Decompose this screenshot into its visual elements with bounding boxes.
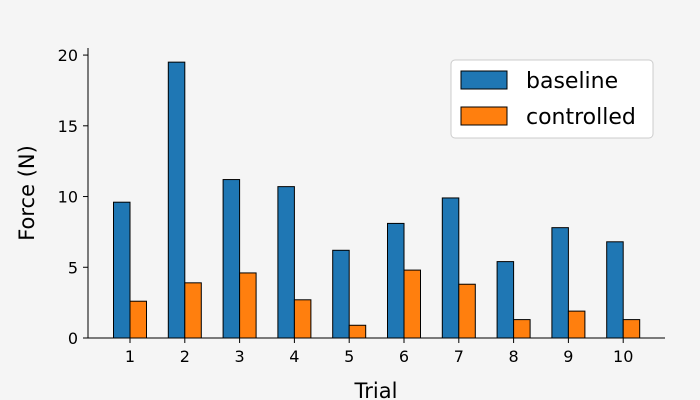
- x-tick-label-8: 8: [509, 347, 519, 366]
- x-tick-label-4: 4: [289, 347, 299, 366]
- legend-label-controlled: controlled: [526, 105, 636, 130]
- bar-baseline-5: [332, 249, 350, 339]
- x-tick-label-6: 6: [399, 347, 409, 366]
- bar-controlled-7: [458, 283, 476, 339]
- x-tick-label-10: 10: [613, 347, 633, 366]
- x-ticks-group: 1 2 3 4 5 6 7 8 9 10: [125, 338, 633, 366]
- y-tick-label-0: 0: [68, 329, 78, 348]
- x-tick-label-2: 2: [180, 347, 190, 366]
- x-tick-label-5: 5: [344, 347, 354, 366]
- y-tick-label-10: 10: [58, 188, 78, 207]
- bar-controlled-8: [513, 319, 531, 339]
- legend-swatch-baseline: [460, 70, 508, 90]
- bar-controlled-10: [622, 319, 641, 339]
- bar-controlled-4: [293, 299, 312, 339]
- bar-baseline-1: [113, 201, 131, 339]
- x-tick-label-3: 3: [235, 347, 245, 366]
- bar-baseline-8: [496, 261, 515, 339]
- bar-controlled-5: [348, 324, 367, 339]
- y-tick-label-15: 15: [58, 117, 78, 136]
- bars-group: [113, 61, 641, 339]
- bar-baseline-4: [277, 186, 295, 339]
- x-tick-label-9: 9: [563, 347, 573, 366]
- legend-label-baseline: baseline: [526, 69, 618, 94]
- bar-baseline-9: [551, 227, 569, 339]
- bar-baseline-3: [222, 179, 241, 339]
- legend: baseline controlled: [450, 59, 654, 139]
- bar-controlled-3: [239, 272, 257, 339]
- x-tick-label-1: 1: [125, 347, 135, 366]
- x-axis-label: Trial: [354, 379, 398, 400]
- bar-controlled-2: [184, 282, 202, 339]
- bar-baseline-6: [387, 222, 405, 339]
- bar-controlled-6: [403, 269, 421, 339]
- bar-baseline-10: [606, 241, 624, 339]
- x-tick-label-7: 7: [454, 347, 464, 366]
- bar-controlled-9: [567, 310, 586, 339]
- legend-swatch-controlled: [460, 106, 508, 126]
- y-axis-label: Force (N): [15, 145, 39, 241]
- bar-baseline-2: [167, 61, 186, 339]
- y-tick-label-5: 5: [68, 258, 78, 277]
- bar-baseline-7: [441, 197, 460, 339]
- y-ticks-group: 0 5 10 15 20: [58, 46, 88, 348]
- bar-controlled-1: [129, 300, 147, 339]
- y-tick-label-20: 20: [58, 46, 78, 65]
